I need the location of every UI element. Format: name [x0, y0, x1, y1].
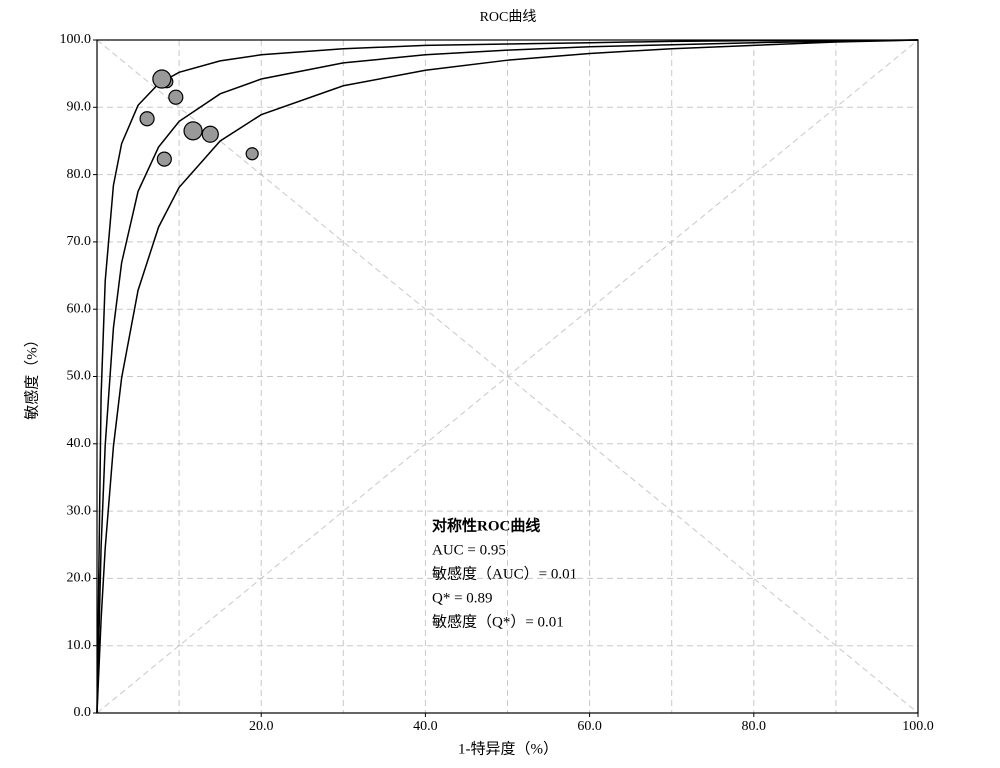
- y-tick-label: 10.0: [67, 638, 92, 653]
- annotation: 对称性ROC曲线: [432, 516, 540, 534]
- y-tick-label: 80.0: [67, 167, 92, 182]
- study-point: [245, 147, 259, 161]
- study-point: [139, 111, 155, 127]
- roc-curve: [96, 39, 919, 714]
- y-tick-label: 50.0: [67, 369, 92, 384]
- chart-title: ROC曲线: [480, 9, 537, 25]
- y-tick-label: 20.0: [67, 571, 92, 586]
- y-tick-label: 90.0: [67, 100, 92, 115]
- study-point: [156, 151, 172, 167]
- y-tick-label: 40.0: [67, 436, 92, 451]
- y-tick-label: 30.0: [67, 503, 92, 518]
- y-tick-label: 0.0: [74, 705, 92, 720]
- plot-frame: [96, 39, 919, 714]
- x-tick-label: 20.0: [249, 719, 274, 734]
- annotation: AUC = 0.95: [432, 542, 506, 558]
- study-point: [168, 89, 184, 105]
- annotation: 敏感度（AUC）= 0.01: [432, 565, 577, 582]
- study-point: [152, 69, 172, 89]
- study-point: [201, 125, 219, 143]
- roc-curve: [96, 39, 919, 714]
- study-point: [183, 121, 203, 141]
- y-tick-label: 100.0: [60, 32, 92, 47]
- x-tick-label: 40.0: [413, 719, 438, 734]
- annotation: 敏感度（Q*）= 0.01: [432, 613, 564, 630]
- y-axis-label: 敏感度（%）: [23, 332, 40, 420]
- y-tick-label: 70.0: [67, 234, 92, 249]
- annotation: Q* = 0.89: [432, 590, 493, 606]
- y-tick-label: 60.0: [67, 301, 92, 316]
- x-tick-label: 80.0: [742, 719, 767, 734]
- roc-curve: [96, 39, 919, 714]
- x-axis-label: 1-特异度（%）: [458, 740, 558, 757]
- x-tick-label: 100.0: [902, 719, 934, 734]
- x-tick-label: 60.0: [577, 719, 602, 734]
